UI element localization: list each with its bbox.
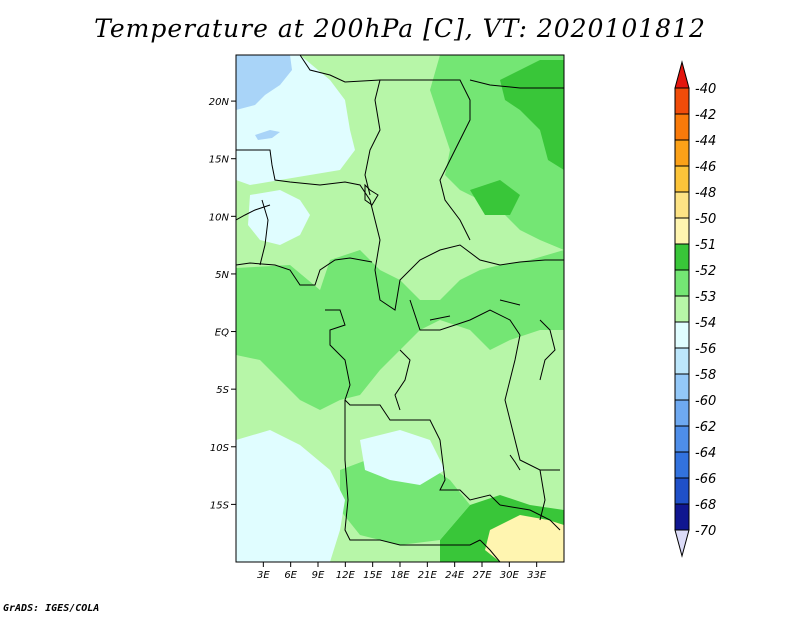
very-light-southwest bbox=[236, 430, 345, 562]
colorbar-segment bbox=[674, 269, 690, 297]
colorbar-segment bbox=[674, 477, 690, 505]
colorbar-label: -40 bbox=[695, 82, 716, 97]
colorbar-segment bbox=[674, 503, 690, 531]
colorbar-label: -68 bbox=[695, 498, 716, 513]
longitude-axis: 3E 6E 9E 12E 15E 18E 21E 24E 27E 30E 33E bbox=[257, 562, 547, 581]
colorbar-segment bbox=[674, 399, 690, 427]
lon-tick-label: 33E bbox=[527, 570, 547, 581]
lat-tick-label: EQ bbox=[215, 328, 229, 339]
colorbar-segment bbox=[674, 165, 690, 193]
colorbar-label: -48 bbox=[695, 186, 716, 201]
lon-tick-label: 18E bbox=[390, 570, 410, 581]
lat-tick-label: 10N bbox=[209, 212, 230, 223]
lon-tick-label: 21E bbox=[418, 570, 438, 581]
lon-tick-label: 24E bbox=[445, 570, 465, 581]
colorbar-label: -50 bbox=[695, 212, 716, 227]
colorbar-segment bbox=[674, 451, 690, 479]
dark-green-east bbox=[470, 180, 520, 215]
colorbar-bottom-arrow bbox=[674, 529, 690, 558]
colorbar-segment bbox=[674, 295, 690, 323]
colorbar-label: -56 bbox=[695, 342, 716, 357]
lon-tick-label: 15E bbox=[363, 570, 383, 581]
colorbar-label: -70 bbox=[695, 524, 716, 539]
temperature-fill-field bbox=[236, 55, 564, 562]
lat-tick-label: 5N bbox=[215, 270, 229, 281]
colorbar-segment bbox=[674, 217, 690, 245]
lon-tick-label: 12E bbox=[336, 570, 356, 581]
colorbar-label: -64 bbox=[695, 446, 716, 461]
colorbar-segment bbox=[674, 243, 690, 271]
lon-tick-label: 9E bbox=[312, 570, 325, 581]
colorbar-label: -53 bbox=[695, 290, 716, 305]
colorbar-label: -42 bbox=[695, 108, 716, 123]
lat-tick-label: 15S bbox=[210, 500, 230, 511]
colorbar-segment bbox=[674, 139, 690, 167]
colorbar-label: -54 bbox=[695, 316, 716, 331]
mid-green-southwest bbox=[340, 455, 470, 545]
latitude-axis: 20N 15N 10N 5N EQ 5S 10S 15S bbox=[209, 97, 236, 511]
colorbar-label: -44 bbox=[695, 134, 716, 149]
map-title: Temperature at 200hPa [C], VT: 202010181… bbox=[94, 14, 706, 43]
colorbar-segment bbox=[674, 87, 690, 115]
lon-tick-label: 6E bbox=[284, 570, 297, 581]
cold-blue-streak bbox=[255, 130, 280, 140]
lat-tick-label: 20N bbox=[209, 97, 230, 108]
grads-credit: GrADS: IGES/COLA bbox=[3, 603, 100, 614]
colorbar-label: -58 bbox=[695, 368, 716, 383]
colorbar-segment bbox=[674, 321, 690, 349]
yellow-southeast bbox=[485, 515, 564, 562]
colorbar-label: -60 bbox=[695, 394, 716, 409]
colorbar-label: -51 bbox=[695, 238, 716, 253]
lat-tick-label: 5S bbox=[216, 385, 229, 396]
colorbar-segment bbox=[674, 347, 690, 375]
colorbar-label: -52 bbox=[695, 264, 716, 279]
colorbar-label: -62 bbox=[695, 420, 716, 435]
country-borders bbox=[236, 55, 564, 562]
colorbar-label: -46 bbox=[695, 160, 716, 175]
colorbar-segment bbox=[674, 113, 690, 141]
colorbar-top-arrow bbox=[674, 60, 690, 89]
mid-green-region bbox=[236, 250, 564, 410]
lon-tick-label: 30E bbox=[500, 570, 520, 581]
lon-tick-label: 3E bbox=[257, 570, 270, 581]
very-light-south bbox=[360, 430, 445, 485]
cold-blue-northwest bbox=[236, 55, 292, 110]
lon-tick-label: 27E bbox=[472, 570, 492, 581]
lat-tick-label: 15N bbox=[209, 155, 230, 166]
colorbar-label: -66 bbox=[695, 472, 716, 487]
colorbar-segment bbox=[674, 425, 690, 453]
lat-tick-label: 10S bbox=[210, 443, 230, 454]
colorbar: -40 -42 -44 -46 -48 -50 -51 -52 -53 -54 -56 -58 -60 -… bbox=[674, 60, 716, 558]
colorbar-segment bbox=[674, 191, 690, 219]
colorbar-segment bbox=[674, 373, 690, 401]
